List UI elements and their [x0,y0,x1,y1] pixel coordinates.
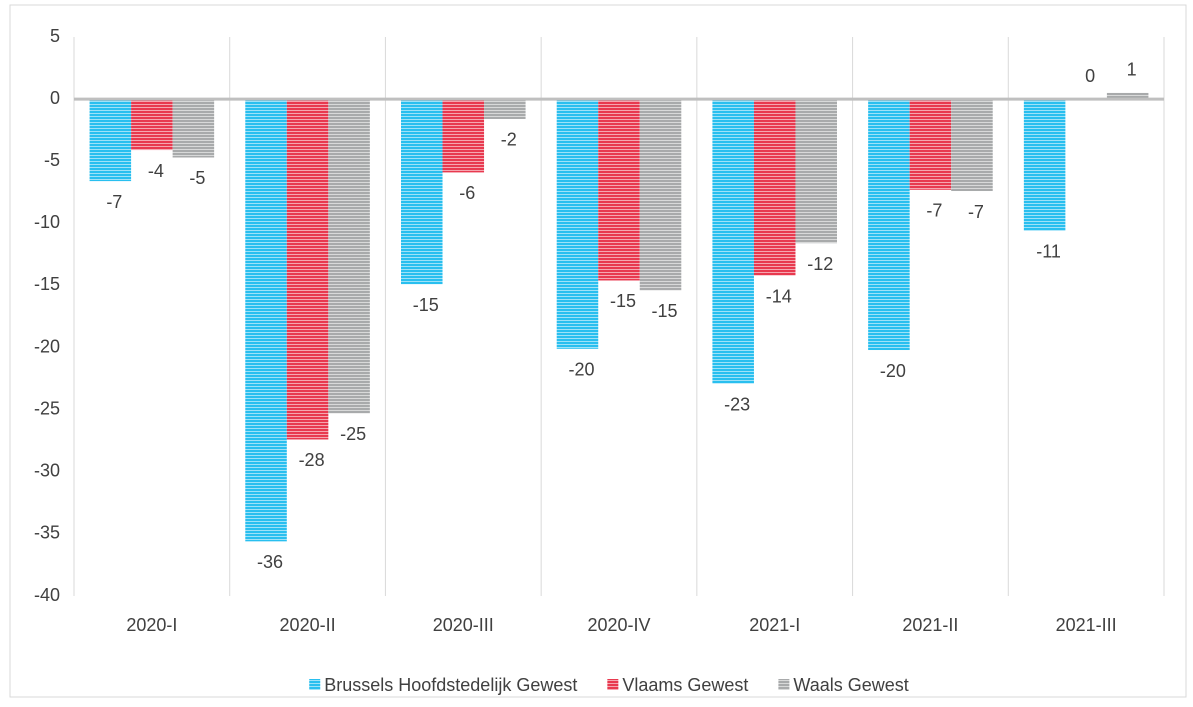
data-label: -15 [610,291,636,311]
bar [442,99,485,173]
bar [286,99,329,440]
x-tick-label: 2020-IV [587,615,650,635]
bar [328,99,370,414]
y-tick-label: -15 [34,274,60,294]
bar [484,99,526,119]
legend-marker [309,679,321,690]
bar [753,99,796,276]
x-tick-label: 2021-I [749,615,800,635]
bar [951,99,993,192]
bar [909,99,952,190]
x-tick-label: 2021-II [902,615,958,635]
bar [1023,99,1066,231]
bar [131,99,173,151]
data-label: -15 [652,301,678,321]
legend: Brussels Hoofdstedelijk Gewest Vlaams Gew… [309,675,909,695]
legend-label: Waals Gewest [793,675,908,695]
data-label: -15 [413,295,439,315]
y-tick-label: -35 [34,523,60,543]
bar [1106,92,1149,100]
bar [89,99,132,182]
data-label: -25 [340,424,366,444]
y-tick-label: -25 [34,398,60,418]
legend-marker [778,679,790,690]
bar [639,99,682,291]
data-label: -28 [299,450,325,470]
bar [172,99,215,158]
data-label: -2 [501,130,517,150]
x-tick-label: 2020-II [280,615,336,635]
y-tick-label: -40 [34,585,60,605]
data-label: 0 [1085,66,1095,86]
bar [868,99,910,351]
data-label: -12 [807,254,833,274]
data-label: -6 [459,183,475,203]
data-label: -7 [926,201,942,221]
data-label: -36 [257,552,283,572]
legend-marker [607,679,619,690]
data-label: -11 [1036,242,1061,262]
y-tick-label: -5 [44,150,60,170]
data-label: -20 [568,360,594,380]
bar [401,99,443,285]
x-tick-label: 2020-III [433,615,494,635]
legend-label: Brussels Hoofdstedelijk Gewest [324,675,577,695]
x-tick-label: 2020-I [126,615,177,635]
y-tick-label: -20 [34,336,60,356]
bar [712,99,754,384]
y-tick-label: 5 [50,26,60,46]
data-label: -20 [880,361,906,381]
y-tick-label: -30 [34,461,60,481]
data-label: -4 [148,161,164,181]
bar [556,99,599,349]
bar [598,99,640,281]
y-tick-label: 0 [50,88,60,108]
x-tick-label: 2021-III [1056,615,1117,635]
legend-label: Vlaams Gewest [622,675,748,695]
data-label: 1 [1127,60,1137,80]
data-label: -7 [106,192,122,212]
data-label: -7 [968,202,984,222]
y-tick-label: -10 [34,212,60,232]
data-label: -14 [766,286,792,306]
data-label: -5 [189,168,205,188]
data-label: -23 [724,394,750,414]
bar [795,99,837,244]
bar [245,99,287,542]
